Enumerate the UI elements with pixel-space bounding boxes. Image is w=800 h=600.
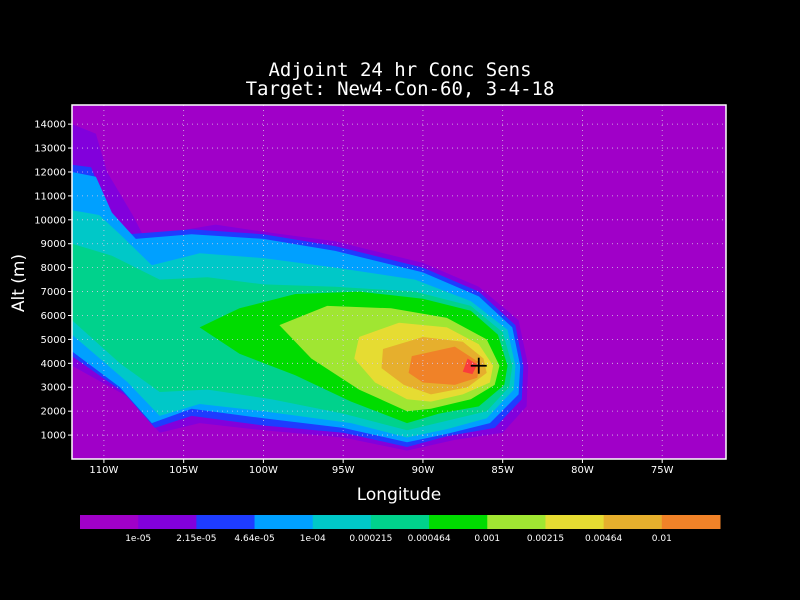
colorbar-box <box>545 515 605 529</box>
y-axis-title: Alt (m) <box>9 254 29 312</box>
y-tick-label: 2000 <box>41 407 66 418</box>
x-tick-label: 105W <box>169 465 198 476</box>
colorbar-tick-label: 0.000215 <box>349 534 392 544</box>
colorbar-box <box>370 515 430 529</box>
plot-frame <box>71 104 727 460</box>
chart-title: Adjoint 24 hr Conc Sens <box>268 59 531 81</box>
chart-subtitle: Target: New4-Con-60, 3-4-18 <box>246 78 555 100</box>
colorbar-box <box>661 515 721 529</box>
colorbar-tick-label: 0.00464 <box>585 534 622 544</box>
x-tick-label: 75W <box>651 465 674 476</box>
x-tick-label: 100W <box>249 465 278 476</box>
colorbar-box <box>429 515 488 529</box>
colorbar-tick-label: 0.00215 <box>527 534 564 544</box>
y-tick-label: 11000 <box>34 191 66 202</box>
colorbar-tick-label: 0.01 <box>652 534 672 544</box>
y-tick-label: 12000 <box>34 167 66 178</box>
y-tick-label: 5000 <box>41 335 66 346</box>
colorbar-tick-label: 2.15e-05 <box>176 534 216 544</box>
y-tick-label: 6000 <box>41 311 66 322</box>
y-tick-label: 9000 <box>41 239 66 250</box>
colorbar-tick-label: 0.001 <box>474 534 500 544</box>
y-tick-label: 13000 <box>34 144 66 155</box>
plot-area <box>71 104 727 460</box>
y-axis-ticks: 1000 2000 3000 4000 5000 6000 7000 8000 9000 1000… <box>34 120 72 442</box>
y-tick-label: 8000 <box>41 263 66 274</box>
target-marker <box>470 357 487 374</box>
colorbar-box <box>603 515 663 529</box>
colorbar-box <box>138 515 197 529</box>
x-tick-label: 95W <box>332 465 355 476</box>
y-tick-label: 14000 <box>34 120 66 131</box>
colorbar-tick-label: 1e-04 <box>300 534 326 544</box>
colorbar-legend: 1e-05 2.15e-05 4.64e-05 1e-04 0.000215 0.0004… <box>80 515 721 544</box>
x-tick-label: 110W <box>89 465 118 476</box>
colorbar-tick-label: 0.000464 <box>408 534 451 544</box>
colorbar-tick-label: 4.64e-05 <box>234 534 274 544</box>
colorbar-box <box>254 515 314 529</box>
y-tick-label: 10000 <box>34 215 66 226</box>
y-tick-label: 4000 <box>41 359 66 370</box>
x-tick-label: 90W <box>412 465 435 476</box>
x-tick-label: 80W <box>571 465 594 476</box>
colorbar-box <box>312 515 372 529</box>
x-axis-ticks: 110W 105W 100W 95W 90W 85W 80W 75W <box>89 459 674 476</box>
colorbar-box <box>487 515 546 529</box>
y-tick-label: 1000 <box>41 431 66 442</box>
colorbar-box <box>80 515 139 529</box>
contour-region-11 <box>462 358 478 375</box>
y-tick-label: 3000 <box>41 383 66 394</box>
colorbar-tick-label: 1e-05 <box>125 534 151 544</box>
x-tick-label: 85W <box>491 465 514 476</box>
contour-region-10 <box>408 346 481 385</box>
x-axis-title: Longitude <box>357 485 442 505</box>
colorbar-box <box>196 515 256 529</box>
y-tick-label: 7000 <box>41 287 66 298</box>
